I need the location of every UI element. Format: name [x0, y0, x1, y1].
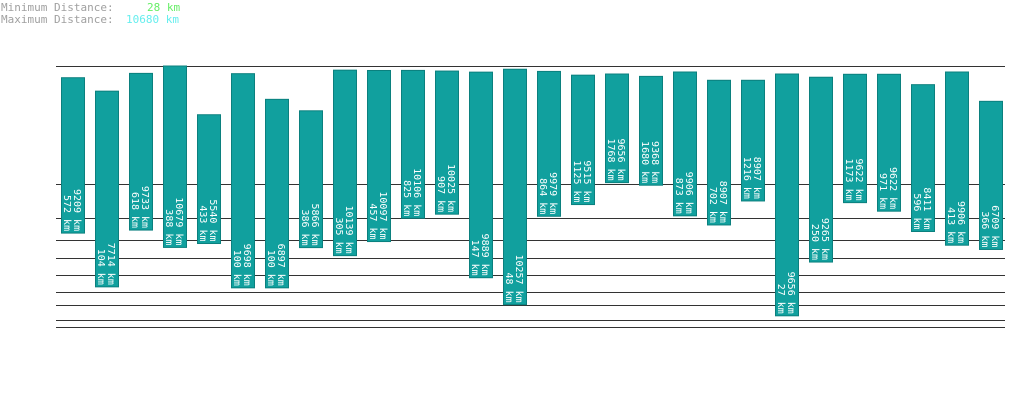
- bar: [231, 73, 255, 289]
- bar: [537, 70, 561, 217]
- bar-label: 9622 km: [853, 158, 864, 200]
- bar: [367, 69, 391, 243]
- bar-label: 104 km: [95, 249, 106, 285]
- bar-label: 413 km: [945, 207, 956, 243]
- bar-label: 9889 km: [479, 234, 490, 276]
- bar-label: 9265 km: [819, 218, 830, 260]
- bar-label: 366 km: [979, 211, 990, 247]
- bar-label: 10025 km: [445, 164, 456, 212]
- bar-label: 10097 km: [377, 191, 388, 239]
- bar-label: 572 km: [61, 195, 72, 231]
- bar: [333, 69, 357, 257]
- bar: [809, 76, 833, 263]
- bar: [129, 72, 153, 231]
- bar-label: 596 km: [911, 193, 922, 229]
- bar-label: 1216 km: [741, 157, 752, 199]
- bar-label: 10106 km: [411, 168, 422, 216]
- bar-label: 8907 km: [717, 181, 728, 223]
- bar-label: 9733 km: [139, 186, 150, 228]
- max-value: 10680 km: [126, 13, 179, 26]
- bar-label: 825 km: [401, 180, 412, 216]
- min-label: Minimum Distance:: [1, 1, 114, 14]
- bar-label: 305 km: [333, 218, 344, 254]
- bar-label: 5540 km: [207, 199, 218, 241]
- bar-label: 457 km: [367, 203, 378, 239]
- bar-label: 702 km: [707, 187, 718, 223]
- bar-label: 9698 km: [241, 244, 252, 286]
- bar-label: 1680 km: [639, 141, 650, 183]
- bar: [979, 100, 1003, 250]
- bar-label: 5866 km: [309, 203, 320, 245]
- bar-label: 1768 km: [605, 138, 616, 180]
- bar-label: 10139 km: [343, 205, 354, 253]
- bar-label: 907 km: [435, 176, 446, 212]
- bar-label: 9368 km: [649, 141, 660, 183]
- bar: [843, 73, 867, 204]
- bar: [775, 73, 799, 317]
- bar: [911, 84, 935, 232]
- bar: [163, 65, 187, 248]
- bar-label: 433 km: [197, 205, 208, 241]
- bar-label: 1125 km: [571, 160, 582, 202]
- bar-label: 8411 km: [921, 187, 932, 229]
- bar: [401, 69, 425, 219]
- bar-label: 100 km: [265, 250, 276, 286]
- bar-label: 9906 km: [955, 201, 966, 243]
- bar: [877, 73, 901, 212]
- bar: [571, 74, 595, 206]
- bar-label: 9979 km: [547, 172, 558, 214]
- bar: [707, 79, 731, 226]
- bar: [197, 114, 221, 245]
- bar-label: 971 km: [877, 173, 888, 209]
- bar: [945, 71, 969, 246]
- bar-label: 6897 km: [275, 244, 286, 286]
- bar-label: 386 km: [299, 209, 310, 245]
- bar-label: 1173 km: [843, 158, 854, 200]
- bar: [469, 71, 493, 279]
- max-label: Maximum Distance:: [1, 13, 114, 26]
- bar: [435, 70, 459, 215]
- bar-label: 618 km: [129, 192, 140, 228]
- bar-label: 9656 km: [615, 138, 626, 180]
- bar-label: 873 km: [673, 178, 684, 214]
- bar: [673, 71, 697, 217]
- bar: [299, 110, 323, 249]
- bar-label: 9515 km: [581, 160, 592, 202]
- bar-label: 250 km: [809, 224, 820, 260]
- min-value: 28 km: [147, 1, 180, 14]
- bar-label: 48 km: [503, 273, 514, 303]
- bar-label: 9622 km: [887, 167, 898, 209]
- bar-label: 864 km: [537, 178, 548, 214]
- bar-label: 9906 km: [683, 172, 694, 214]
- bar-label: 10257 km: [513, 254, 524, 302]
- bar: [61, 77, 85, 234]
- bar: [741, 79, 765, 202]
- bar: [639, 75, 663, 186]
- bar: [265, 98, 289, 289]
- bar-label: 147 km: [469, 240, 480, 276]
- bar-label: 388 km: [163, 209, 174, 245]
- bar-label: 100 km: [231, 250, 242, 286]
- bar: [503, 68, 527, 306]
- bar-label: 7714 km: [105, 243, 116, 285]
- bar-label: 10679 km: [173, 197, 184, 245]
- bar: [605, 73, 629, 184]
- bar-label: 9209 km: [71, 189, 82, 231]
- bar-label: 8907 km: [751, 157, 762, 199]
- bar-label: 6709 km: [989, 205, 1000, 247]
- bar-label: 9656 km: [785, 272, 796, 314]
- bar: [95, 90, 119, 288]
- bar-label: 27 km: [775, 284, 786, 314]
